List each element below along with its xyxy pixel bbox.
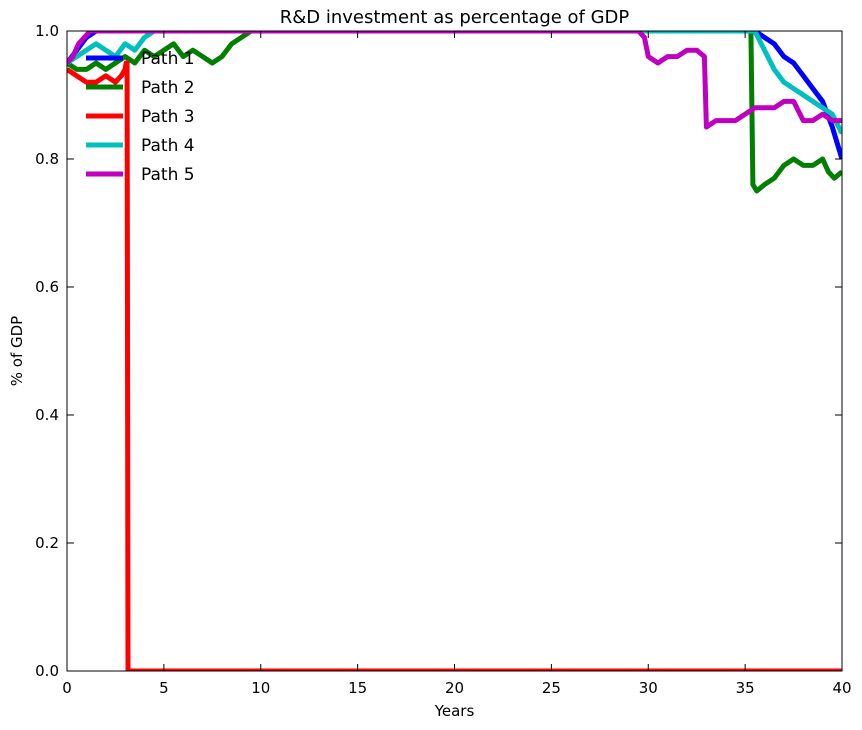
legend-label: Path 1: [141, 49, 195, 69]
x-tick-label: 10: [251, 679, 270, 697]
series-line-path-4: [67, 31, 842, 135]
legend-label: Path 2: [141, 78, 195, 98]
y-tick-label: 0.6: [35, 278, 59, 296]
series-line-path-5: [67, 31, 842, 130]
series-layer: [67, 31, 842, 671]
legend-label: Path 3: [141, 107, 195, 127]
x-axis-label: Years: [434, 702, 475, 720]
y-tick-label: 1.0: [35, 22, 59, 40]
legend: Path 1 Path 2 Path 3 Path 4 Path 5: [86, 49, 195, 185]
x-tick-label: 20: [445, 679, 464, 697]
legend-label: Path 4: [141, 136, 195, 156]
x-tick-label: 30: [639, 679, 658, 697]
legend-label: Path 5: [141, 165, 195, 185]
y-tick-label: 0.0: [35, 662, 59, 680]
y-tick-label: 0.4: [35, 406, 59, 424]
x-tick-label: 0: [62, 679, 72, 697]
x-tick-label: 35: [736, 679, 755, 697]
chart-title: R&D investment as percentage of GDP: [280, 7, 630, 28]
x-tick-label: 40: [832, 679, 851, 697]
x-tick-label: 25: [542, 679, 561, 697]
x-tick-label: 5: [159, 679, 169, 697]
x-axis: 0 5 10 15 20 25 30 35 40: [62, 31, 852, 697]
series-line-path-1: [67, 31, 842, 160]
plot-frame: [66, 30, 843, 672]
y-axis: 0.0 0.2 0.4 0.6 0.8 1.0: [35, 22, 842, 680]
y-axis-label: % of GDP: [8, 316, 26, 386]
x-tick-label: 15: [348, 679, 367, 697]
series-line-path-3: [67, 60, 842, 671]
y-tick-label: 0.2: [35, 534, 59, 552]
y-tick-label: 0.8: [35, 150, 59, 168]
